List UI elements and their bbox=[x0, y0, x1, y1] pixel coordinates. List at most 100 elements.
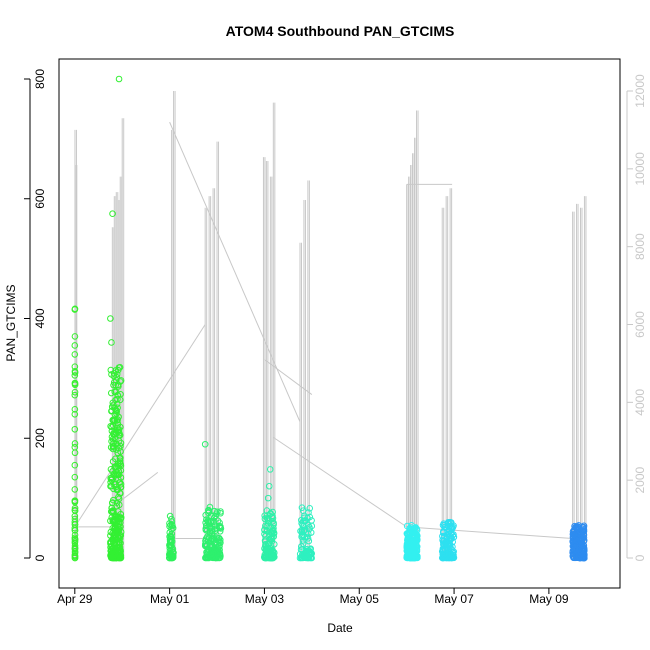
data-point bbox=[71, 473, 79, 481]
y-tick-label-left: 0 bbox=[33, 554, 47, 561]
data-point bbox=[71, 554, 79, 562]
data-point bbox=[214, 549, 222, 557]
data-point bbox=[112, 367, 120, 374]
data-point bbox=[109, 445, 117, 453]
data-point bbox=[166, 548, 174, 555]
data-point bbox=[112, 388, 120, 396]
data-point bbox=[109, 210, 116, 218]
data-point bbox=[580, 525, 588, 533]
data-point bbox=[169, 524, 177, 532]
data-point bbox=[440, 533, 448, 540]
data-point bbox=[439, 554, 447, 562]
data-point bbox=[264, 520, 272, 527]
data-point bbox=[449, 532, 456, 539]
y-tick-label-right: 0 bbox=[633, 554, 647, 561]
data-point bbox=[111, 411, 119, 418]
data-point bbox=[166, 541, 174, 549]
data-point bbox=[71, 440, 79, 447]
data-point bbox=[208, 546, 215, 554]
x-tick-label: May 09 bbox=[529, 592, 569, 606]
data-point bbox=[210, 518, 218, 526]
altitude-transit-line bbox=[273, 436, 407, 528]
data-point bbox=[71, 425, 79, 433]
altitude-transit-line bbox=[406, 526, 573, 540]
data-point bbox=[574, 524, 581, 532]
data-point bbox=[71, 333, 79, 340]
data-point bbox=[115, 527, 123, 534]
data-point bbox=[115, 75, 123, 83]
data-point bbox=[71, 306, 79, 313]
data-point bbox=[441, 523, 448, 531]
data-point bbox=[116, 554, 124, 562]
data-point bbox=[107, 422, 114, 430]
data-point bbox=[261, 551, 269, 559]
data-point bbox=[108, 482, 115, 490]
data-point bbox=[116, 455, 124, 463]
data-point bbox=[113, 424, 121, 432]
data-point bbox=[108, 339, 115, 346]
data-point bbox=[208, 526, 216, 533]
data-point bbox=[71, 531, 79, 539]
x-tick-label: Apr 29 bbox=[57, 592, 93, 606]
data-point bbox=[116, 479, 124, 486]
data-point bbox=[407, 536, 414, 543]
data-point bbox=[580, 530, 588, 538]
data-point bbox=[307, 554, 315, 562]
data-point bbox=[109, 499, 116, 507]
y-tick-label-left: 800 bbox=[33, 69, 47, 89]
x-tick-label: May 07 bbox=[434, 592, 474, 606]
data-point bbox=[407, 548, 415, 556]
data-point bbox=[297, 527, 304, 535]
data-point bbox=[111, 405, 119, 412]
data-point bbox=[263, 507, 271, 514]
data-point bbox=[113, 370, 121, 378]
data-point bbox=[298, 504, 306, 511]
data-point bbox=[269, 547, 276, 554]
data-point bbox=[202, 511, 210, 519]
data-point bbox=[71, 351, 79, 358]
altitude-transit-line bbox=[121, 471, 159, 501]
data-point bbox=[108, 433, 116, 441]
data-point bbox=[114, 449, 122, 457]
altitude-transit-line bbox=[264, 359, 313, 395]
y-tick-label-right: 4000 bbox=[633, 389, 647, 416]
altitude-transit-line bbox=[74, 324, 206, 528]
data-point bbox=[166, 537, 174, 545]
data-point bbox=[167, 551, 175, 559]
y-axis-label: PAN_GTCIMS bbox=[4, 284, 18, 361]
data-point bbox=[111, 533, 119, 541]
data-point bbox=[117, 462, 125, 469]
data-point bbox=[570, 526, 578, 534]
y-tick-label-right: 8000 bbox=[633, 233, 647, 260]
data-point bbox=[71, 504, 79, 512]
y-axis-right: 0 2000 4000 6000 8000 10000 12000 bbox=[626, 74, 647, 561]
data-point bbox=[446, 536, 453, 544]
data-point bbox=[114, 416, 121, 423]
data-point bbox=[110, 401, 117, 409]
data-point bbox=[169, 553, 177, 561]
data-point bbox=[71, 524, 79, 532]
data-point bbox=[71, 521, 79, 528]
data-point bbox=[405, 543, 412, 550]
data-point bbox=[446, 542, 454, 550]
data-point bbox=[115, 501, 123, 509]
data-point bbox=[268, 554, 275, 562]
data-point bbox=[301, 526, 309, 534]
data-point bbox=[448, 523, 455, 531]
data-point bbox=[450, 554, 458, 562]
data-point bbox=[71, 535, 79, 543]
data-point bbox=[110, 381, 117, 389]
data-point bbox=[71, 342, 79, 349]
data-point bbox=[71, 461, 79, 469]
data-point bbox=[411, 554, 418, 562]
data-point bbox=[270, 540, 278, 548]
data-point bbox=[110, 422, 117, 429]
data-point bbox=[300, 551, 307, 559]
data-point bbox=[210, 554, 218, 562]
data-point bbox=[208, 530, 216, 537]
data-point bbox=[117, 377, 125, 384]
y-tick-label-right: 12000 bbox=[633, 74, 647, 108]
data-point bbox=[206, 503, 214, 511]
chart-title: ATOM4 Southbound PAN_GTCIMS bbox=[226, 23, 455, 39]
